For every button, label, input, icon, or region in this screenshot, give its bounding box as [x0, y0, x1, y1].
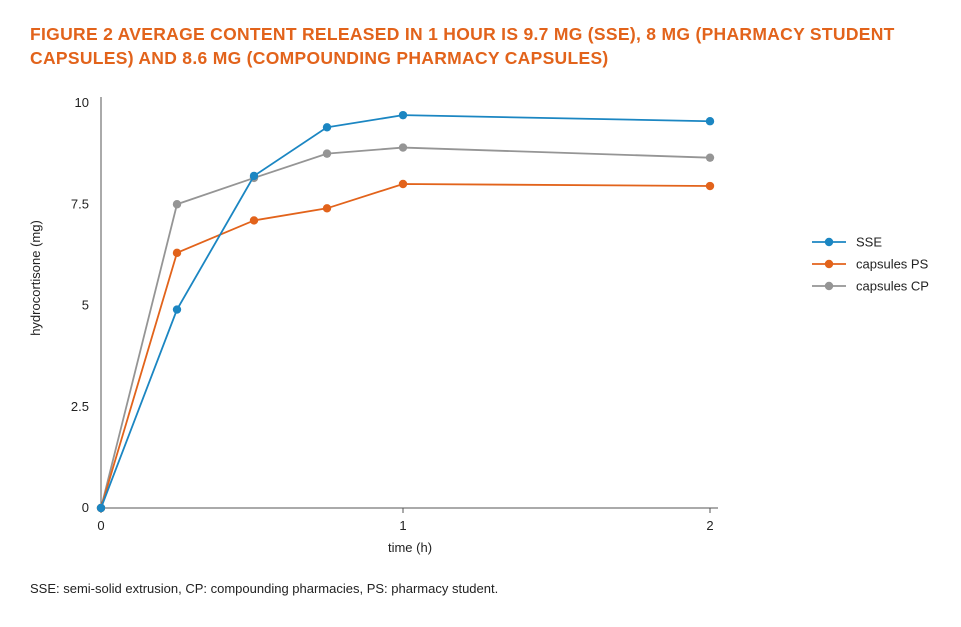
data-point-sse: [96, 503, 106, 513]
y-tick-label: 0: [82, 500, 89, 515]
y-tick-label: 5: [82, 298, 89, 313]
data-point-sse: [398, 110, 408, 120]
data-point-capsules-cp: [398, 143, 408, 152]
series-line-capsules-cp: [100, 146, 711, 509]
y-tick-label: 2.5: [71, 399, 89, 414]
series-line-sse: [100, 114, 711, 509]
data-point-sse: [322, 123, 332, 132]
series-line-capsules-ps: [100, 183, 711, 509]
y-tick-label: 7.5: [71, 196, 89, 211]
legend-label-capsules-cp: capsules CP: [856, 279, 929, 294]
figure-title-line-2: CAPSULES) AND 8.6 MG (COMPOUNDING PHARMA…: [30, 48, 609, 68]
figure-title: FIGURE 2 AVERAGE CONTENT RELEASED IN 1 H…: [30, 22, 930, 70]
legend-label-sse: SSE: [856, 235, 882, 250]
data-point-capsules-ps: [172, 248, 182, 258]
line-chart: 0 2.5 5 7.5 10 0 1 2 time (h) hydrocortisone (mg)…: [28, 95, 929, 555]
legend-marker-sse: [824, 237, 834, 247]
data-point-sse: [249, 171, 259, 181]
figure-title-line-1: FIGURE 2 AVERAGE CONTENT RELEASED IN 1 H…: [30, 24, 895, 44]
chart-series: [96, 110, 715, 513]
legend-marker-capsules-cp: [824, 281, 834, 291]
x-tick-label: 0: [97, 518, 104, 533]
x-tick-label: 1: [399, 518, 406, 533]
y-axis-label: hydrocortisone (mg): [28, 220, 43, 336]
x-tick-label: 2: [706, 518, 713, 533]
data-point-capsules-cp: [172, 200, 182, 209]
data-point-capsules-ps: [705, 181, 715, 191]
x-axis-label: time (h): [388, 540, 432, 555]
data-point-capsules-cp: [322, 149, 332, 158]
legend-marker-capsules-ps: [824, 259, 834, 269]
data-point-sse: [705, 117, 715, 126]
data-point-capsules-cp: [705, 153, 715, 162]
data-point-capsules-ps: [322, 204, 332, 213]
data-point-capsules-ps: [249, 216, 259, 225]
figure-caption: SSE: semi-solid extrusion, CP: compoundi…: [30, 581, 499, 596]
data-point-sse: [172, 305, 182, 314]
y-tick-label: 10: [75, 95, 89, 110]
chart-legend: SSE capsules PS capsules CP: [812, 235, 929, 294]
data-point-capsules-ps: [398, 179, 408, 189]
chart-axes: 0 2.5 5 7.5 10 0 1 2 time (h) hydrocortisone (mg): [28, 95, 718, 555]
legend-label-capsules-ps: capsules PS: [856, 257, 929, 272]
